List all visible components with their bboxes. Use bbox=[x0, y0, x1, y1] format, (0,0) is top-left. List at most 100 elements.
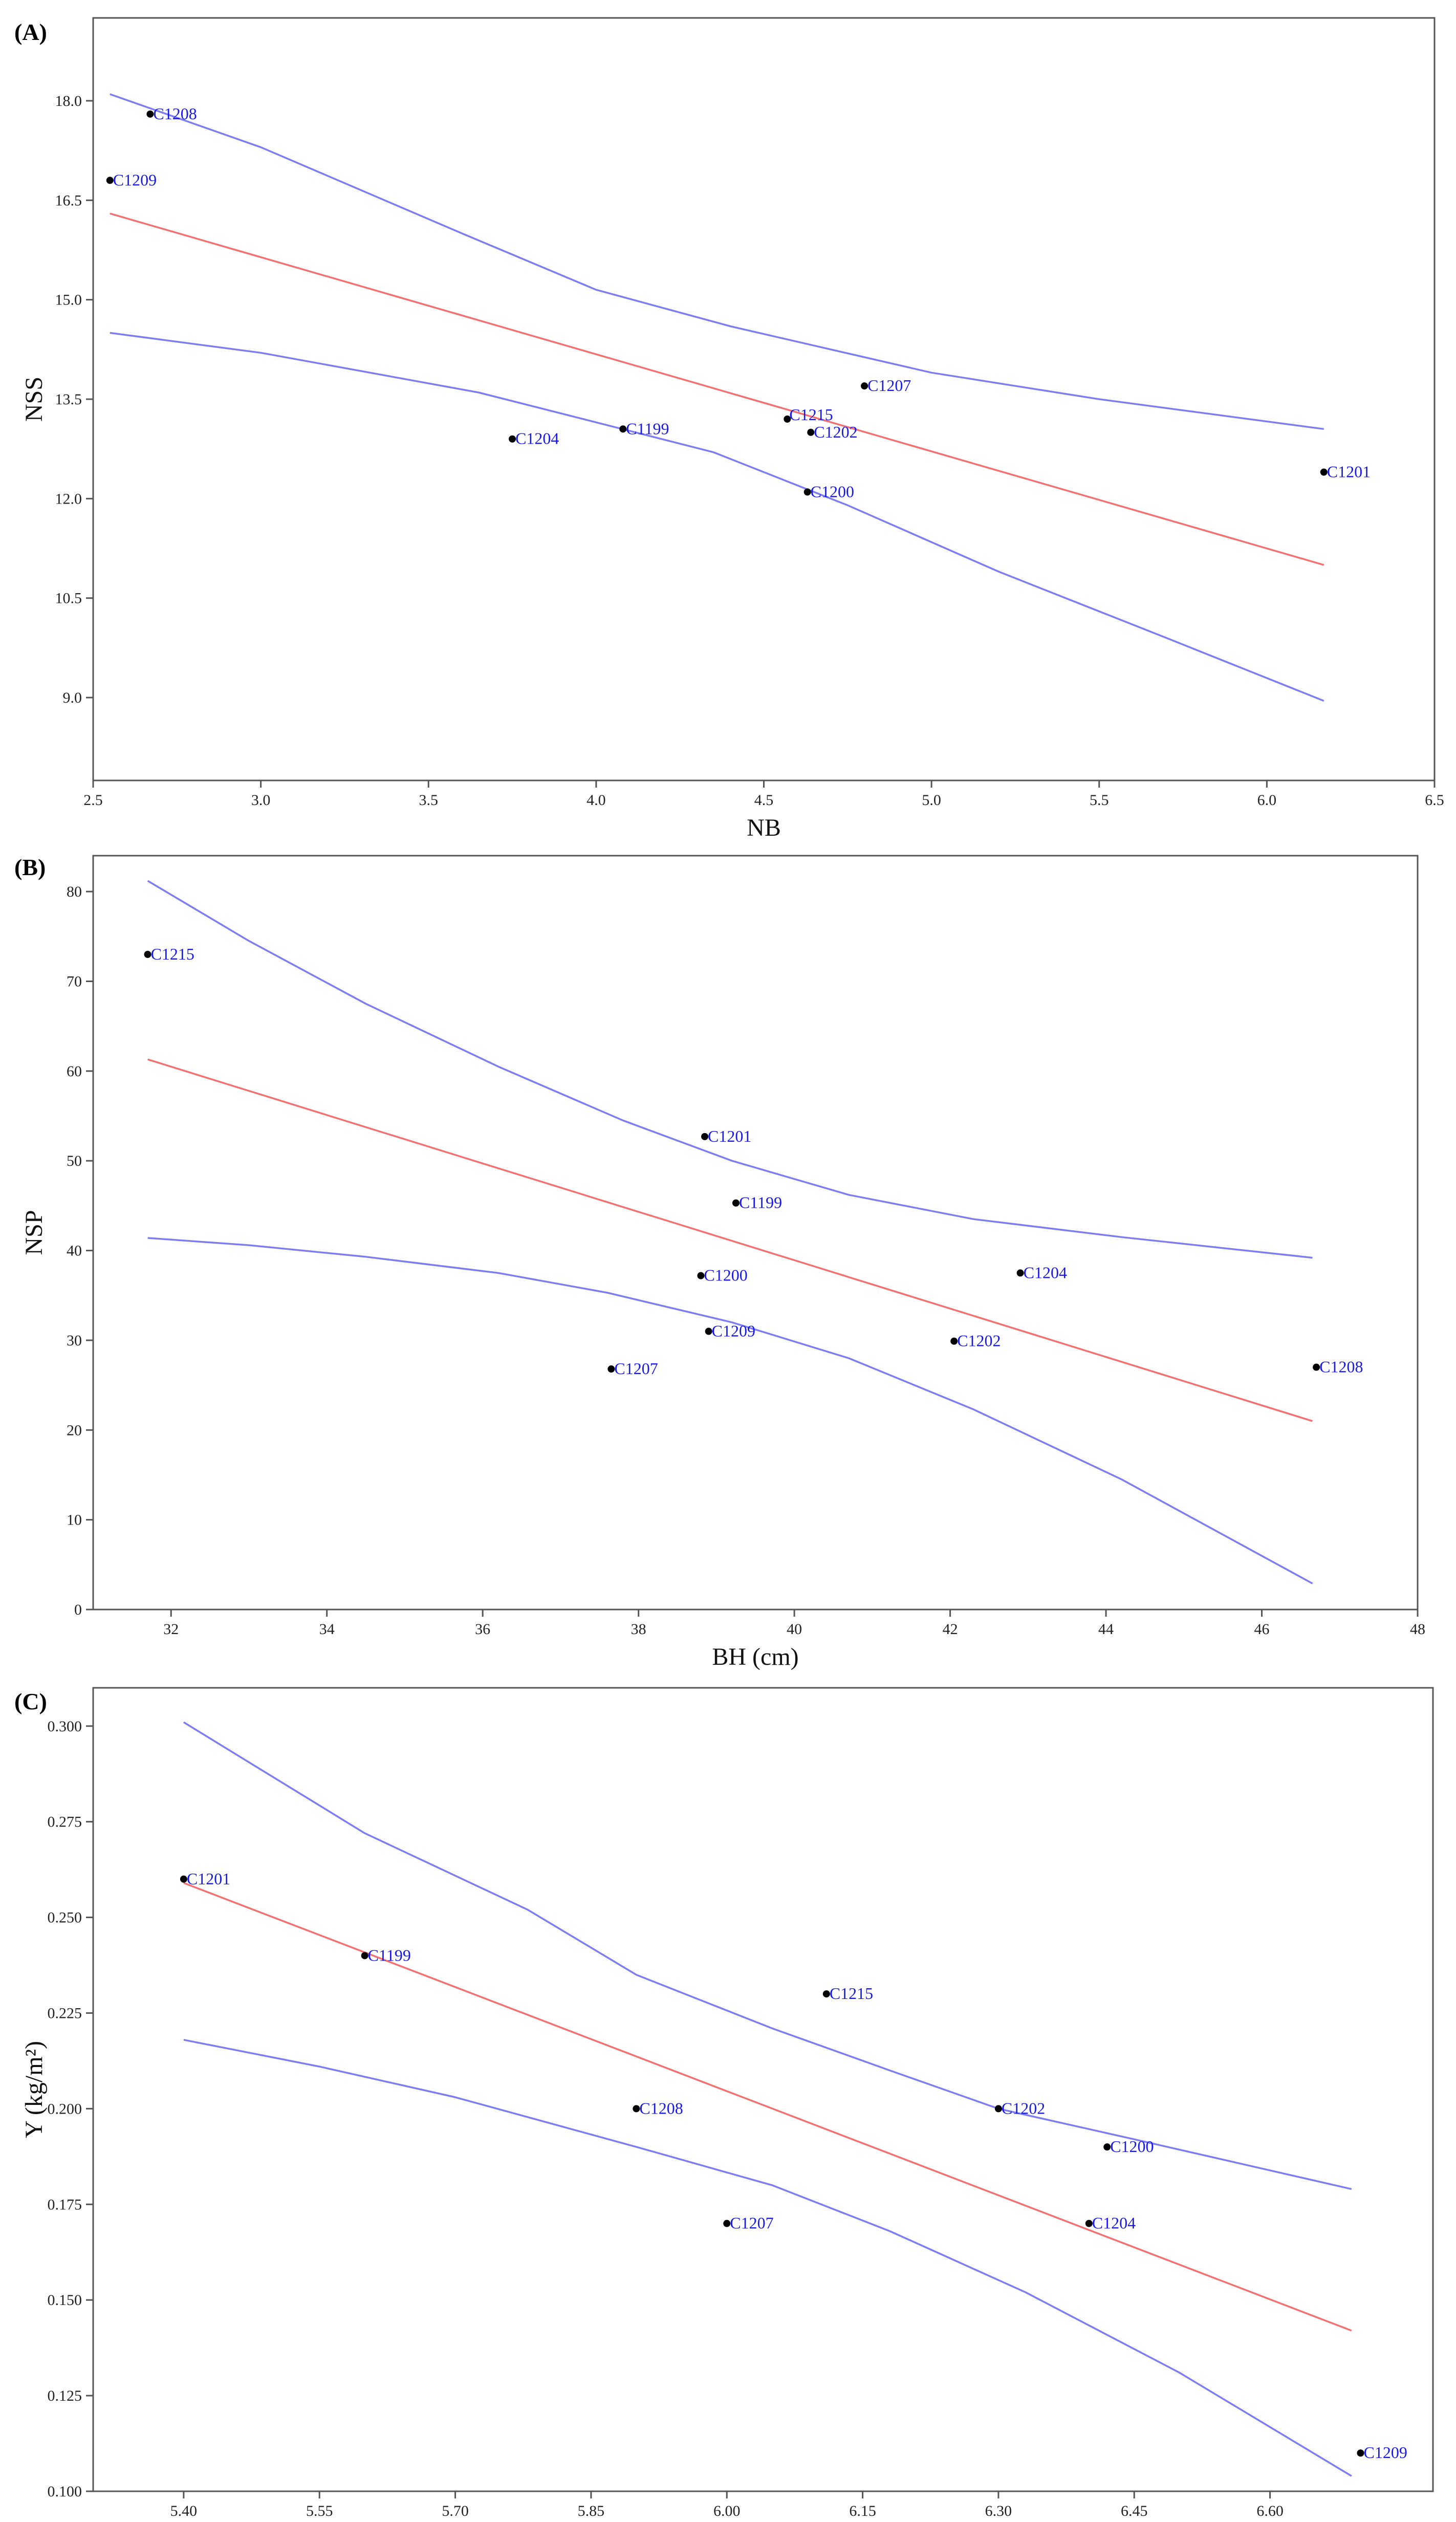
x-tick-label: 32 bbox=[163, 1621, 179, 1638]
y-tick-label: 0.250 bbox=[48, 1909, 82, 1926]
point-label: C1209 bbox=[113, 170, 157, 189]
x-tick-label: 5.85 bbox=[578, 2503, 605, 2519]
point-label: C1207 bbox=[867, 376, 911, 395]
data-point-c1202 bbox=[950, 1337, 958, 1345]
plot-frame bbox=[92, 855, 1419, 1611]
point-label: C1202 bbox=[1002, 2099, 1045, 2117]
y-tick-label: 18.0 bbox=[55, 93, 82, 110]
point-label: C1209 bbox=[1363, 2443, 1407, 2462]
data-point-c1215 bbox=[144, 950, 151, 958]
y-tick-label: 13.5 bbox=[55, 391, 82, 408]
x-tick-label: 6.5 bbox=[1425, 792, 1444, 809]
x-tick-label: 6.0 bbox=[1257, 792, 1277, 809]
data-point-c1209 bbox=[106, 177, 114, 184]
data-point-c1208 bbox=[146, 110, 154, 118]
point-label: C1215 bbox=[151, 945, 194, 963]
panel-label: (B) bbox=[14, 854, 46, 880]
y-tick-label: 70 bbox=[67, 973, 82, 990]
x-tick-label: 6.30 bbox=[985, 2503, 1012, 2519]
x-tick-label: 5.55 bbox=[306, 2503, 333, 2519]
y-tick-label: 40 bbox=[67, 1243, 82, 1259]
point-label: C1215 bbox=[830, 1984, 873, 2003]
upper-confidence-band bbox=[147, 880, 1313, 1259]
regression-line bbox=[183, 1882, 1352, 2332]
upper-confidence-band bbox=[183, 1721, 1352, 2190]
plot-frame bbox=[92, 17, 1436, 781]
data-point-c1199 bbox=[619, 425, 627, 433]
panel-label: (A) bbox=[14, 19, 47, 45]
data-point-c1209 bbox=[705, 1328, 712, 1335]
y-tick-label: 0.125 bbox=[48, 2387, 82, 2404]
regression-line bbox=[147, 1058, 1313, 1422]
data-point-c1200 bbox=[697, 1272, 705, 1279]
point-label: C1204 bbox=[1092, 2214, 1136, 2232]
x-tick-label: 48 bbox=[1410, 1621, 1425, 1638]
y-tick-label: 0.300 bbox=[48, 1718, 82, 1735]
x-tick-label: 6.15 bbox=[849, 2503, 876, 2519]
point-label: C1207 bbox=[730, 2214, 773, 2232]
x-tick-label: 5.0 bbox=[922, 792, 941, 809]
y-tick-label: 0.200 bbox=[48, 2100, 82, 2117]
point-label: C1209 bbox=[712, 1321, 755, 1340]
x-axis-title: NB bbox=[747, 814, 781, 841]
point-label: C1204 bbox=[1024, 1263, 1067, 1281]
data-point-c1201 bbox=[1320, 468, 1328, 476]
point-label: C1199 bbox=[368, 1946, 411, 1964]
data-point-c1207 bbox=[861, 382, 868, 390]
point-label: C1199 bbox=[626, 419, 669, 438]
data-point-c1208 bbox=[1313, 1363, 1320, 1371]
point-label: C1200 bbox=[1110, 2137, 1154, 2156]
y-tick-label: 0.100 bbox=[48, 2483, 82, 2500]
y-tick-label: 20 bbox=[67, 1422, 82, 1439]
data-point-c1202 bbox=[807, 428, 815, 436]
point-label: C1208 bbox=[153, 104, 197, 123]
y-tick-label: 15.0 bbox=[55, 292, 82, 309]
point-label: C1199 bbox=[739, 1193, 782, 1212]
data-point-c1204 bbox=[509, 435, 516, 443]
lower-confidence-band bbox=[183, 2039, 1352, 2477]
y-tick-label: 0.150 bbox=[48, 2292, 82, 2309]
y-tick-label: 0.175 bbox=[48, 2196, 82, 2213]
chart-panel-2: (B) 32 34 36 38 40 42 44 46 48 0 10 20 30 40 50 60 70 80 BH… bbox=[14, 854, 1425, 1670]
data-point-c1199 bbox=[732, 1199, 740, 1207]
y-tick-label: 80 bbox=[67, 883, 82, 900]
data-point-c1208 bbox=[633, 2105, 640, 2113]
x-tick-label: 6.60 bbox=[1256, 2503, 1284, 2519]
y-tick-label: 10.5 bbox=[55, 590, 82, 607]
y-tick-label: 60 bbox=[67, 1063, 82, 1080]
point-label: C1200 bbox=[811, 482, 854, 501]
data-point-c1204 bbox=[1085, 2220, 1093, 2227]
x-tick-label: 4.5 bbox=[754, 792, 774, 809]
x-tick-label: 40 bbox=[787, 1621, 802, 1638]
x-tick-label: 34 bbox=[319, 1621, 335, 1638]
x-axis-title: BH (cm) bbox=[712, 1643, 798, 1670]
point-label: C1201 bbox=[708, 1127, 751, 1145]
data-point-c1201 bbox=[701, 1133, 709, 1140]
x-tick-label: 2.5 bbox=[83, 792, 103, 809]
x-tick-label: 5.70 bbox=[442, 2503, 469, 2519]
x-tick-label: 36 bbox=[475, 1621, 490, 1638]
y-tick-label: 9.0 bbox=[63, 689, 82, 706]
point-label: C1208 bbox=[639, 2099, 683, 2117]
x-tick-label: 6.00 bbox=[713, 2503, 741, 2519]
point-label: C1202 bbox=[814, 423, 857, 441]
y-tick-label: 0.275 bbox=[48, 1814, 82, 1831]
data-point-c1207 bbox=[607, 1365, 615, 1373]
chart-panel-3: (C) 5.40 5.55 5.70 5.85 6.00 6.15 6.30 6.45 6.60 0… bbox=[14, 1687, 1434, 2519]
data-point-c1200 bbox=[1103, 2143, 1111, 2151]
chart-panel-1: (A) 2.5 3.0 3.5 4.0 4.5 5.0 5.5 6.0 6.5 9.0 10.5 12.… bbox=[14, 17, 1444, 841]
x-tick-label: 5.5 bbox=[1090, 792, 1109, 809]
y-tick-label: 16.5 bbox=[55, 192, 82, 209]
point-label: C1208 bbox=[1319, 1358, 1363, 1376]
data-point-c1200 bbox=[803, 488, 811, 496]
data-point-c1215 bbox=[822, 1990, 830, 1998]
data-point-c1209 bbox=[1357, 2449, 1364, 2457]
point-label: C1201 bbox=[1327, 463, 1371, 481]
data-point-c1215 bbox=[784, 415, 791, 423]
point-label: C1201 bbox=[187, 1869, 230, 1888]
y-tick-label: 0.225 bbox=[48, 2005, 82, 2021]
y-tick-label: 0 bbox=[74, 1601, 82, 1618]
data-point-c1204 bbox=[1016, 1269, 1024, 1277]
y-axis-title: NSP bbox=[20, 1210, 48, 1255]
x-tick-label: 6.45 bbox=[1121, 2503, 1148, 2519]
